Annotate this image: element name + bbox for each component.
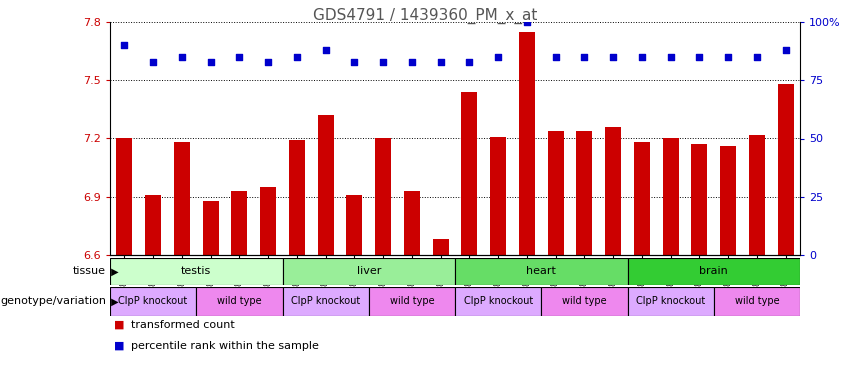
Text: ■: ■ bbox=[114, 341, 125, 351]
Bar bbox=[627, 258, 800, 285]
Bar bbox=[627, 287, 714, 316]
Bar bbox=[289, 141, 305, 255]
Bar bbox=[174, 142, 190, 255]
Point bbox=[319, 47, 333, 53]
Bar bbox=[576, 131, 592, 255]
Text: wild type: wild type bbox=[217, 296, 262, 306]
Bar bbox=[663, 139, 678, 255]
Text: transformed count: transformed count bbox=[131, 320, 235, 330]
Point bbox=[779, 47, 792, 53]
Bar bbox=[317, 115, 334, 255]
Bar bbox=[231, 191, 248, 255]
Text: wild type: wild type bbox=[734, 296, 780, 306]
Bar bbox=[605, 127, 621, 255]
Point bbox=[117, 42, 131, 48]
Text: ClpP knockout: ClpP knockout bbox=[636, 296, 705, 306]
Bar bbox=[714, 287, 800, 316]
Bar bbox=[548, 131, 563, 255]
Text: wild type: wild type bbox=[562, 296, 607, 306]
Bar bbox=[404, 191, 420, 255]
Point bbox=[290, 54, 304, 60]
Bar bbox=[692, 144, 707, 255]
Text: brain: brain bbox=[700, 266, 728, 276]
Text: liver: liver bbox=[357, 266, 381, 276]
Bar bbox=[432, 240, 448, 255]
Point bbox=[376, 58, 390, 65]
Text: ■: ■ bbox=[114, 320, 125, 330]
Bar bbox=[519, 32, 534, 255]
Point bbox=[204, 58, 218, 65]
Point bbox=[606, 54, 620, 60]
Point bbox=[232, 54, 246, 60]
Bar bbox=[260, 187, 276, 255]
Point bbox=[347, 58, 361, 65]
Bar bbox=[778, 84, 793, 255]
Point bbox=[405, 58, 419, 65]
Bar bbox=[455, 258, 627, 285]
Bar bbox=[455, 287, 541, 316]
Bar bbox=[117, 139, 132, 255]
Point bbox=[261, 58, 275, 65]
Bar bbox=[541, 287, 627, 316]
Text: GDS4791 / 1439360_PM_x_at: GDS4791 / 1439360_PM_x_at bbox=[313, 8, 538, 24]
Point bbox=[463, 58, 477, 65]
Bar bbox=[634, 142, 650, 255]
Point bbox=[146, 58, 160, 65]
Point bbox=[693, 54, 706, 60]
Point bbox=[635, 54, 648, 60]
Point bbox=[491, 54, 505, 60]
Bar bbox=[203, 200, 219, 255]
Bar bbox=[283, 287, 368, 316]
Bar bbox=[346, 195, 363, 255]
Bar bbox=[197, 287, 283, 316]
Point bbox=[549, 54, 563, 60]
Bar bbox=[146, 195, 161, 255]
Bar bbox=[283, 258, 455, 285]
Text: wild type: wild type bbox=[390, 296, 434, 306]
Point bbox=[750, 54, 763, 60]
Text: genotype/variation: genotype/variation bbox=[0, 296, 106, 306]
Text: ClpP knockout: ClpP knockout bbox=[118, 296, 188, 306]
Text: ▶: ▶ bbox=[108, 296, 118, 306]
Text: tissue: tissue bbox=[73, 266, 106, 276]
Bar bbox=[110, 287, 197, 316]
Point bbox=[722, 54, 735, 60]
Bar bbox=[375, 139, 391, 255]
Bar bbox=[749, 135, 765, 255]
Text: percentile rank within the sample: percentile rank within the sample bbox=[131, 341, 319, 351]
Text: ▶: ▶ bbox=[108, 266, 118, 276]
Bar bbox=[490, 137, 506, 255]
Point bbox=[175, 54, 189, 60]
Point bbox=[578, 54, 591, 60]
Bar bbox=[720, 146, 736, 255]
Text: testis: testis bbox=[181, 266, 211, 276]
Bar bbox=[461, 92, 477, 255]
Bar bbox=[110, 258, 283, 285]
Text: ClpP knockout: ClpP knockout bbox=[291, 296, 360, 306]
Point bbox=[664, 54, 677, 60]
Bar bbox=[368, 287, 455, 316]
Point bbox=[520, 19, 534, 25]
Point bbox=[434, 58, 448, 65]
Text: ClpP knockout: ClpP knockout bbox=[464, 296, 533, 306]
Text: heart: heart bbox=[526, 266, 557, 276]
